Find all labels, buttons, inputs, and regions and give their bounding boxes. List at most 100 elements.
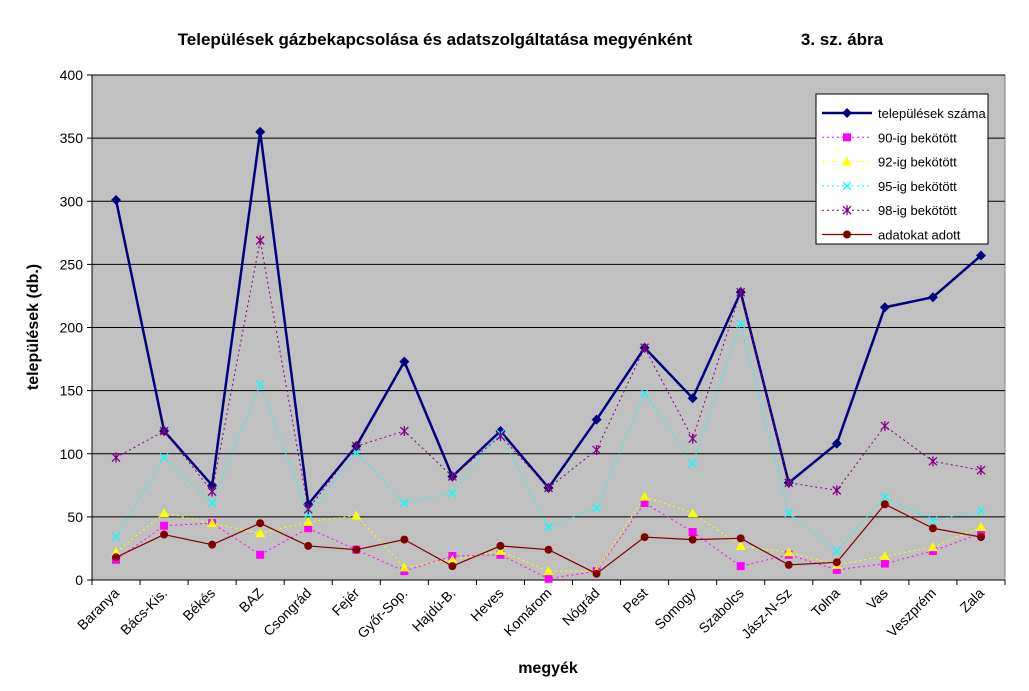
- data-point: [304, 524, 313, 533]
- data-point: [975, 250, 986, 261]
- data-point: [496, 541, 505, 550]
- data-point: [592, 569, 601, 578]
- data-point: [736, 319, 746, 329]
- data-point: [832, 558, 841, 567]
- data-point: [880, 500, 889, 509]
- data-point: [160, 521, 169, 530]
- data-point: [207, 486, 217, 497]
- data-point: [159, 508, 170, 518]
- data-point: [112, 553, 121, 562]
- y-axis-title: települések (db.): [25, 264, 42, 390]
- data-point: [687, 393, 698, 404]
- data-point: [255, 235, 265, 246]
- data-point: [688, 528, 697, 537]
- data-point: [399, 498, 409, 508]
- data-point: [351, 441, 361, 452]
- legend-marker: [843, 133, 851, 142]
- data-point: [207, 518, 218, 528]
- series-4: [111, 235, 986, 515]
- data-point: [544, 522, 553, 532]
- data-point: [831, 438, 842, 449]
- legend-label: adatokat adott: [878, 228, 961, 243]
- series-5: [112, 500, 985, 578]
- series-group: [111, 126, 986, 583]
- chart-subtitle: 3. sz. ábra: [801, 30, 884, 49]
- legend-marker: [842, 205, 852, 216]
- data-point: [735, 540, 746, 550]
- data-point: [640, 342, 650, 353]
- data-point: [784, 477, 794, 488]
- legend-marker: [842, 156, 852, 166]
- legend-marker: [842, 108, 852, 118]
- y-tick-label: 300: [60, 193, 84, 209]
- legend-label: 92-ig bekötött: [878, 155, 957, 170]
- series-3: [111, 319, 986, 556]
- legend-marker: [842, 181, 852, 191]
- data-point: [304, 541, 313, 550]
- data-point: [447, 488, 457, 498]
- data-point: [736, 534, 745, 543]
- data-point: [688, 459, 698, 469]
- data-point: [688, 535, 697, 544]
- data-point: [640, 533, 649, 542]
- legend-label: 98-ig bekötött: [878, 203, 957, 218]
- data-point: [303, 516, 314, 526]
- data-point: [400, 535, 409, 544]
- data-point: [928, 516, 938, 526]
- data-point: [159, 453, 169, 462]
- y-tick-label: 100: [60, 446, 84, 462]
- data-point: [543, 566, 554, 576]
- data-point: [544, 482, 553, 493]
- data-point: [591, 414, 602, 425]
- data-point: [783, 547, 794, 557]
- data-point: [784, 560, 793, 569]
- data-point: [160, 530, 169, 539]
- data-point: [592, 503, 602, 513]
- legend-item: 90-ig bekötött: [822, 130, 957, 145]
- legend-box: [815, 93, 989, 245]
- data-point: [544, 545, 553, 554]
- data-point: [975, 521, 986, 531]
- data-point: [544, 574, 553, 583]
- data-point: [784, 508, 794, 518]
- y-tick-label: 50: [67, 509, 83, 525]
- data-point: [592, 444, 602, 455]
- data-point: [832, 546, 842, 556]
- y-tick-label: 200: [60, 320, 84, 336]
- data-point: [639, 491, 650, 501]
- data-point: [399, 356, 410, 367]
- legend-item: települések száma: [822, 106, 986, 121]
- legend-item: 98-ig bekötött: [822, 203, 957, 218]
- data-point: [111, 194, 122, 205]
- legend-label: 95-ig bekötött: [878, 179, 957, 194]
- data-point: [879, 302, 890, 313]
- data-point: [976, 533, 985, 542]
- x-axis-title: megyék: [518, 660, 578, 677]
- data-point: [399, 562, 410, 572]
- data-point: [256, 519, 265, 528]
- y-tick-label: 350: [60, 130, 84, 146]
- legend-item: 92-ig bekötött: [822, 155, 957, 170]
- data-point: [159, 426, 169, 437]
- y-tick-label: 150: [60, 383, 84, 399]
- data-point: [976, 465, 986, 476]
- legend-marker: [843, 230, 851, 239]
- data-point: [879, 551, 890, 561]
- data-point: [736, 562, 745, 571]
- data-point: [927, 292, 938, 303]
- data-point: [352, 545, 361, 554]
- legend: települések száma 90-ig bekötött 92-ig bek…: [815, 93, 989, 245]
- data-point: [255, 126, 266, 137]
- data-point: [495, 431, 505, 442]
- data-point: [832, 485, 842, 496]
- data-point: [880, 492, 890, 502]
- data-point: [207, 480, 218, 491]
- legend-item: 95-ig bekötött: [822, 179, 957, 194]
- y-axis-ticks: 0 50 100 150 200 250 300 350 400: [60, 67, 93, 588]
- y-tick-label: 0: [75, 572, 83, 588]
- data-point: [927, 542, 938, 552]
- data-point: [399, 426, 409, 437]
- data-point: [303, 504, 313, 515]
